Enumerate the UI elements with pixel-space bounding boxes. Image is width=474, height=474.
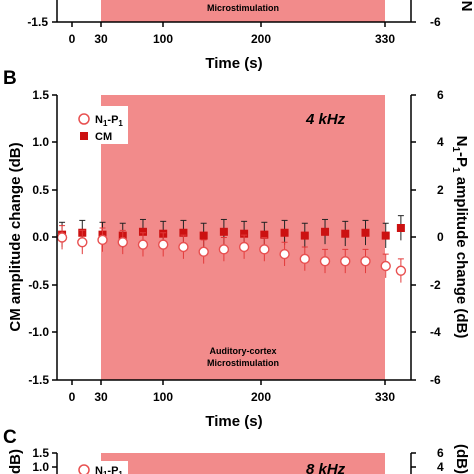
panel-b-left-tick-neg0.5: -0.5 xyxy=(28,278,49,292)
cm-point xyxy=(300,231,309,240)
n1p1-point xyxy=(97,234,108,246)
panel-a-left-tick-label: -1.5 xyxy=(27,15,48,29)
legend-cm-label: CM xyxy=(95,131,112,143)
panel-b-left-tick-1.5: 1.5 xyxy=(32,88,49,102)
n1p1-point xyxy=(218,244,230,255)
panel-b-right-tick-0: 0 xyxy=(437,230,444,244)
panel-b-right-ticks xyxy=(411,94,416,381)
n1p1-point xyxy=(137,239,149,250)
n1p1-point xyxy=(77,237,88,248)
panel-c-frequency: 8 kHz xyxy=(306,461,346,474)
panel-c: C 1.5 1.0 6 4 dB) (dB) 8 kHz N1-P1 xyxy=(3,427,470,474)
n1p1-point xyxy=(279,248,290,260)
cm-point xyxy=(240,229,249,238)
panel-c-ylabel-left-partial: dB) xyxy=(7,449,24,474)
cm-point xyxy=(199,231,208,240)
panel-b-left-tick-neg1.0: -1.0 xyxy=(28,325,49,339)
panel-a-stim-shade xyxy=(101,0,385,22)
panel-b-x-tick-200: 200 xyxy=(251,390,271,404)
panel-a-x-tick-200: 200 xyxy=(251,32,271,46)
panel-b-x-ticks xyxy=(71,380,386,385)
panel-b-left-tick-0.0: 0.0 xyxy=(32,230,49,244)
panel-b-x-tick-330: 330 xyxy=(375,390,395,404)
n1p1-point xyxy=(198,246,209,257)
panel-c-right-tick-4: 4 xyxy=(437,460,444,474)
cm-point xyxy=(138,227,147,236)
panel-c-ylabel-right-partial: (dB) xyxy=(453,444,470,474)
panel-b-right-tick-6: 6 xyxy=(437,88,444,102)
cm-point xyxy=(219,227,228,236)
panel-b-data-points xyxy=(56,215,407,283)
panel-b-letter: B xyxy=(3,68,17,89)
n1p1-point xyxy=(178,241,189,253)
panel-b-right-tick-4: 4 xyxy=(437,135,444,149)
panel-b-right-tick-2: 2 xyxy=(437,183,444,197)
panel-a-right-tick-label: -6 xyxy=(430,15,441,29)
n1p1-point xyxy=(319,256,331,267)
panel-b-x-tick-0: 0 xyxy=(69,390,76,404)
panel-b-xlabel: Time (s) xyxy=(205,413,262,430)
panel-c-stim-shade xyxy=(101,453,385,474)
n1p1-point xyxy=(340,256,351,267)
legend-n1p1-label: N1-P1 xyxy=(95,114,123,128)
cm-point xyxy=(341,229,350,238)
panel-c-letter: C xyxy=(3,427,17,448)
panel-b-left-tick-1.0: 1.0 xyxy=(32,135,49,149)
panel-a-x-tick-0: 0 xyxy=(69,32,76,46)
n1p1-point xyxy=(238,241,250,253)
n1p1-point xyxy=(157,239,169,250)
n1p1-point xyxy=(360,256,371,267)
cm-point xyxy=(396,224,405,232)
panel-b-left-ticks xyxy=(52,94,57,381)
cm-point xyxy=(381,231,390,240)
cm-point xyxy=(280,228,289,237)
panel-a-xlabel: Time (s) xyxy=(205,55,262,72)
panel-a-x-tick-100: 100 xyxy=(153,32,173,46)
panel-b-stim-label-2: Microstimulation xyxy=(207,358,279,368)
panel-b-x-tick-100: 100 xyxy=(153,390,173,404)
panel-b-right-tick-neg2: -2 xyxy=(430,278,441,292)
panel-a: Microstimulation -1.5 -6 N 0 30 100 200 … xyxy=(27,0,474,72)
n1p1-point xyxy=(380,260,391,272)
panel-a-right-partial-label: N xyxy=(458,1,474,12)
panel-b-frequency: 4 kHz xyxy=(305,111,346,128)
n1p1-point xyxy=(395,265,407,276)
legend-n1p1-marker xyxy=(78,113,90,125)
panel-c-legend-n1p1-label: N1-P1 xyxy=(95,465,123,474)
panel-b-ylabel-right: N1-P1 amplitude change (dB) xyxy=(450,136,470,339)
n1p1-point xyxy=(259,244,270,255)
panel-b-stim-label-1: Auditory-cortex xyxy=(209,346,276,356)
n1p1-point xyxy=(117,237,128,248)
panel-b-legend: N1-P1 CM xyxy=(68,106,128,144)
panel-b-right-tick-neg6: -6 xyxy=(430,373,441,387)
n1p1-point xyxy=(299,253,310,265)
panel-b-left-tick-0.5: 0.5 xyxy=(32,183,49,197)
panel-c-right-tick-6: 6 xyxy=(437,446,444,460)
panel-b-right-tick-neg4: -4 xyxy=(430,325,441,339)
cm-point xyxy=(321,227,330,236)
legend-cm-marker xyxy=(80,132,88,140)
panel-a-x-ticks xyxy=(71,22,386,27)
cm-point xyxy=(361,228,370,237)
panel-c-left-tick-1.5: 1.5 xyxy=(32,446,49,460)
cm-point xyxy=(260,230,269,239)
panel-a-stim-label: Microstimulation xyxy=(207,3,279,13)
panel-c-legend-n1p1-marker xyxy=(78,464,90,474)
cm-point xyxy=(179,228,188,237)
panel-b-x-tick-30: 30 xyxy=(94,390,108,404)
panel-c-legend: N1-P1 xyxy=(68,461,128,474)
panel-a-x-tick-30: 30 xyxy=(94,32,108,46)
panel-a-x-tick-330: 330 xyxy=(375,32,395,46)
panel-b-legend-box xyxy=(68,106,128,144)
n1p1-point xyxy=(56,232,68,243)
panel-b: B 1.5 1.0 0.5 0.0 -0.5 -1.0 -1.5 xyxy=(3,68,470,430)
panel-c-left-tick-1.0: 1.0 xyxy=(32,460,49,474)
panel-b-left-tick-neg1.5: -1.5 xyxy=(28,373,49,387)
panel-b-ylabel-left: CM amplitude change (dB) xyxy=(7,142,24,331)
